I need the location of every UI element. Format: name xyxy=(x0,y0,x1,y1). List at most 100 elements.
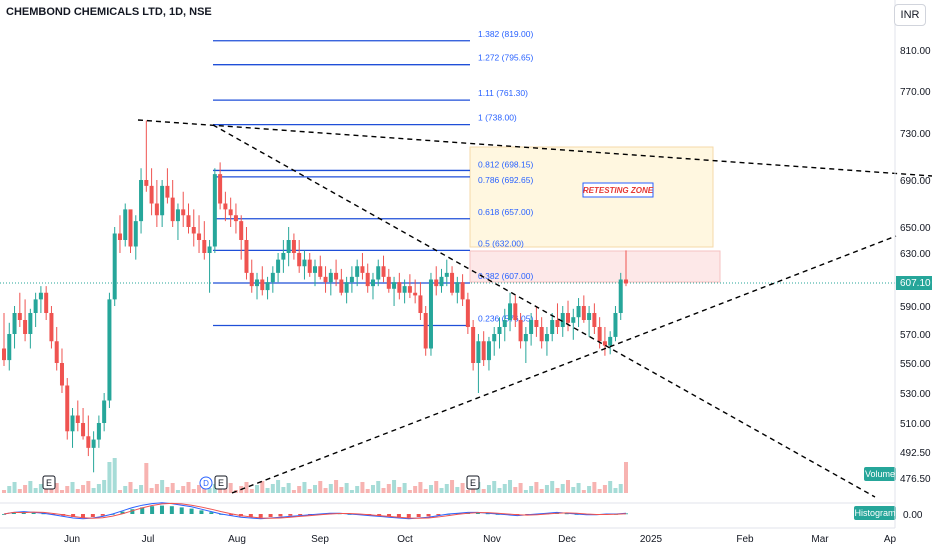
candle-body[interactable] xyxy=(297,253,302,267)
candle-body[interactable] xyxy=(233,215,238,222)
candle-body[interactable] xyxy=(102,400,107,424)
candle-body[interactable] xyxy=(360,266,365,273)
candle-body[interactable] xyxy=(107,299,112,401)
plot-area[interactable]: RETESTING ZONE 1.382 (819.00) 1.272 (795.6… xyxy=(0,29,932,520)
candle-body[interactable] xyxy=(144,180,149,186)
candle-body[interactable] xyxy=(223,203,228,210)
candle-body[interactable] xyxy=(566,313,571,323)
candle-body[interactable] xyxy=(175,209,180,222)
descending-trendline[interactable] xyxy=(212,124,876,498)
candle-body[interactable] xyxy=(392,282,397,289)
candle-body[interactable] xyxy=(276,259,281,273)
candle-body[interactable] xyxy=(149,185,154,204)
candle-body[interactable] xyxy=(281,253,286,260)
candle-body[interactable] xyxy=(323,276,328,283)
candle-body[interactable] xyxy=(59,363,64,386)
resistance-trendline[interactable] xyxy=(137,119,932,177)
candle-body[interactable] xyxy=(624,279,628,284)
candle-body[interactable] xyxy=(386,276,391,289)
candle-body[interactable] xyxy=(302,259,307,267)
candle-body[interactable] xyxy=(28,313,33,334)
candle-body[interactable] xyxy=(597,327,602,342)
candle-body[interactable] xyxy=(428,279,433,349)
candle-body[interactable] xyxy=(602,341,607,346)
candle-body[interactable] xyxy=(307,259,312,273)
candle-body[interactable] xyxy=(160,185,165,216)
candle-body[interactable] xyxy=(154,203,159,216)
candle-body[interactable] xyxy=(286,240,291,253)
candle-body[interactable] xyxy=(117,233,122,241)
candle-body[interactable] xyxy=(133,221,138,247)
candle-body[interactable] xyxy=(481,341,486,361)
candle-body[interactable] xyxy=(38,292,43,300)
candle-body[interactable] xyxy=(402,286,407,293)
candle-body[interactable] xyxy=(81,423,86,437)
candle-body[interactable] xyxy=(255,279,260,287)
candle-body[interactable] xyxy=(334,272,339,280)
candle-body[interactable] xyxy=(418,295,423,313)
candle-body[interactable] xyxy=(550,320,555,334)
candle-body[interactable] xyxy=(450,272,455,293)
candle-body[interactable] xyxy=(318,266,323,277)
earnings-marker[interactable] xyxy=(42,475,56,490)
candle-body[interactable] xyxy=(249,272,254,287)
candle-body[interactable] xyxy=(576,306,581,318)
candle-body[interactable] xyxy=(17,313,22,320)
candle-body[interactable] xyxy=(476,341,481,363)
candle-body[interactable] xyxy=(423,313,428,349)
candle-body[interactable] xyxy=(497,327,502,334)
candle-body[interactable] xyxy=(112,233,117,300)
candle-body[interactable] xyxy=(465,299,470,327)
candle-body[interactable] xyxy=(560,313,565,327)
candle-body[interactable] xyxy=(265,282,270,291)
candle-body[interactable] xyxy=(12,313,17,334)
support-zone-box[interactable] xyxy=(469,250,721,283)
candle-body[interactable] xyxy=(344,282,349,293)
candle-body[interactable] xyxy=(239,221,244,240)
candle-body[interactable] xyxy=(407,286,412,293)
candle-body[interactable] xyxy=(544,334,549,342)
candle-body[interactable] xyxy=(7,334,12,361)
candle-body[interactable] xyxy=(529,320,534,334)
candle-body[interactable] xyxy=(212,174,217,247)
candle-body[interactable] xyxy=(181,209,186,216)
earnings-marker[interactable] xyxy=(214,475,228,490)
price-axis[interactable]: 810.00 770.00 730.00 690.00 650.00 630.00 590.… xyxy=(894,0,932,528)
candle-body[interactable] xyxy=(508,303,513,320)
currency-button[interactable]: INR xyxy=(894,4,926,26)
candle-body[interactable] xyxy=(486,341,491,361)
ascending-trendline[interactable] xyxy=(231,235,897,494)
candle-body[interactable] xyxy=(260,279,265,291)
candle-body[interactable] xyxy=(44,292,49,313)
candle-body[interactable] xyxy=(123,209,128,240)
candle-body[interactable] xyxy=(455,282,460,293)
candle-body[interactable] xyxy=(592,313,597,327)
earnings-marker[interactable] xyxy=(466,475,480,490)
candle-body[interactable] xyxy=(555,320,560,327)
candle-body[interactable] xyxy=(86,436,91,448)
candle-body[interactable] xyxy=(2,348,6,361)
candle-body[interactable] xyxy=(244,240,249,273)
candle-body[interactable] xyxy=(376,266,381,280)
candle-body[interactable] xyxy=(471,327,476,363)
candle-body[interactable] xyxy=(613,313,618,337)
candle-body[interactable] xyxy=(228,209,233,216)
candle-body[interactable] xyxy=(339,279,344,293)
candle-body[interactable] xyxy=(523,334,528,342)
candle-body[interactable] xyxy=(618,279,623,314)
candle-body[interactable] xyxy=(328,272,333,283)
candle-body[interactable] xyxy=(218,174,223,204)
candle-body[interactable] xyxy=(70,415,75,432)
candle-body[interactable] xyxy=(439,276,444,287)
candle-body[interactable] xyxy=(502,320,507,327)
dividend-marker[interactable] xyxy=(199,476,213,490)
candle-body[interactable] xyxy=(139,180,144,222)
candle-body[interactable] xyxy=(197,233,202,241)
candle-body[interactable] xyxy=(65,385,70,432)
candle-body[interactable] xyxy=(587,313,592,320)
candle-body[interactable] xyxy=(186,215,191,227)
candle-body[interactable] xyxy=(355,266,360,277)
candle-body[interactable] xyxy=(191,227,196,234)
candle-body[interactable] xyxy=(207,246,212,254)
candle-body[interactable] xyxy=(291,240,296,253)
